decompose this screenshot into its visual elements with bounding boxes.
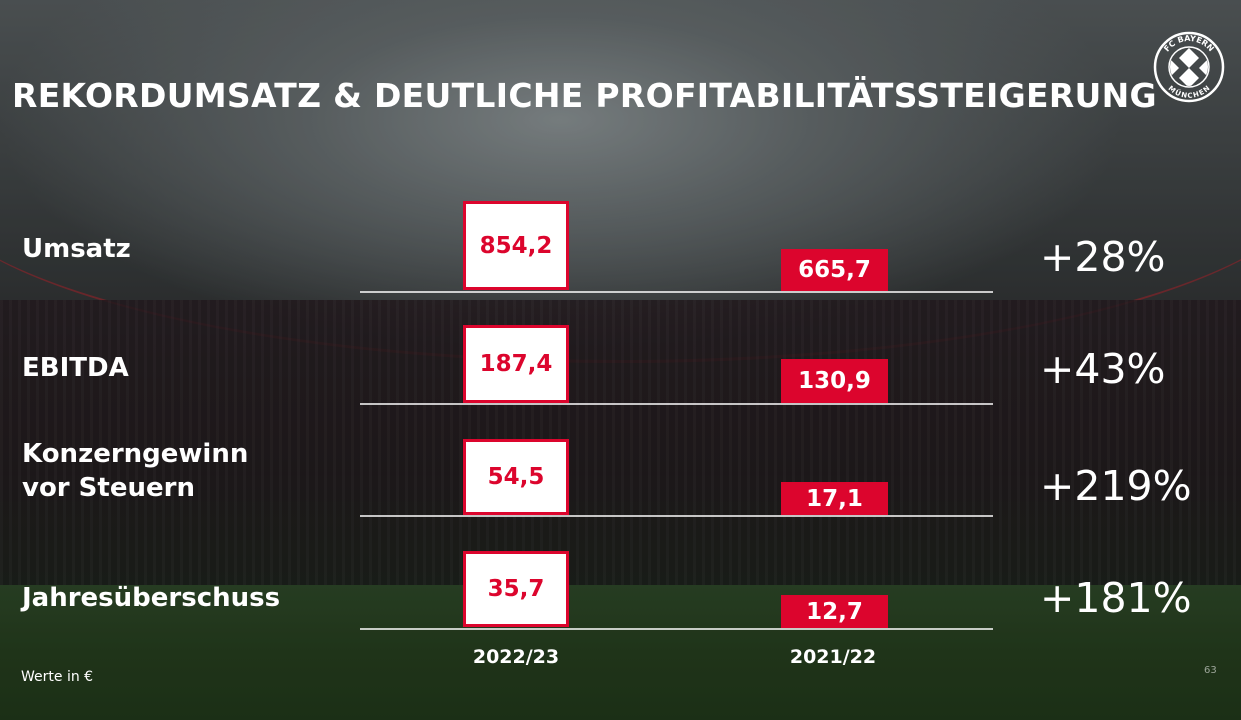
row-label: Konzerngewinn vor Steuern	[22, 437, 248, 505]
value-box-previous: 665,7	[781, 249, 888, 291]
value-box-previous: 130,9	[781, 359, 888, 403]
value-box-current: 54,5	[463, 439, 569, 515]
row-label: Jahresüberschuss	[22, 581, 280, 615]
value-box-current: 35,7	[463, 551, 569, 627]
row-label: Umsatz	[22, 232, 131, 266]
change-percent: +28%	[1040, 233, 1166, 281]
footnote: Werte in €	[21, 669, 94, 685]
change-percent: +181%	[1040, 574, 1192, 622]
stadium-stands	[0, 300, 1241, 590]
change-percent: +43%	[1040, 345, 1166, 393]
change-percent: +219%	[1040, 462, 1192, 510]
row-label-line: Jahresüberschuss	[22, 583, 281, 613]
row-baseline	[360, 628, 993, 630]
row-label-line: Konzerngewinn	[22, 439, 249, 469]
value-box-current: 854,2	[463, 201, 569, 290]
row-label: EBITDA	[22, 351, 129, 385]
value-box-previous: 12,7	[781, 595, 888, 628]
value-box-current: 187,4	[463, 325, 569, 403]
fc-bayern-crest-icon: FC BAYERN MÜNCHEN	[1153, 31, 1225, 103]
value-box-previous: 17,1	[781, 482, 888, 515]
pitch	[0, 585, 1241, 720]
year-label-current: 2022/23	[472, 646, 560, 668]
row-baseline	[360, 291, 993, 293]
row-baseline	[360, 515, 993, 517]
page-number: 63	[1204, 665, 1217, 676]
row-label-line: EBITDA	[22, 353, 129, 383]
row-label-line: vor Steuern	[22, 473, 195, 503]
row-label-line: Umsatz	[22, 234, 131, 264]
row-baseline	[360, 403, 993, 405]
slide-title: REKORDUMSATZ & DEUTLICHE PROFITABILITÄTS…	[12, 76, 1157, 115]
year-label-previous: 2021/22	[789, 646, 877, 668]
